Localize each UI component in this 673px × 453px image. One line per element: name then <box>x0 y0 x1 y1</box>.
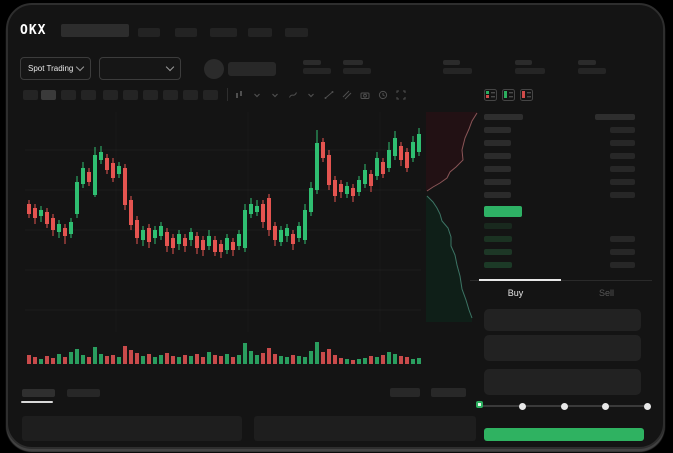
last-price-bar[interactable] <box>484 206 522 217</box>
history-icon[interactable] <box>378 90 388 100</box>
timeframe-button[interactable] <box>123 90 138 100</box>
orderbook-header-amount <box>595 114 635 120</box>
bid-row-amount <box>610 262 635 268</box>
chevron-down-icon <box>75 62 85 72</box>
timeframe-button[interactable] <box>203 90 218 100</box>
stat-group <box>515 60 545 74</box>
stat-group <box>303 60 331 74</box>
stat-value-placeholder <box>303 68 331 74</box>
bid-row-price[interactable] <box>484 249 512 255</box>
active-tab-indicator <box>479 279 561 281</box>
stat-value-placeholder <box>578 68 606 74</box>
slider-stop-3[interactable] <box>602 402 609 410</box>
order-form-field-2[interactable] <box>484 335 641 361</box>
chevron-down-icon[interactable] <box>270 90 280 100</box>
stat-label-placeholder <box>515 60 532 65</box>
bid-row-amount <box>610 249 635 255</box>
header-title-placeholder <box>61 24 129 37</box>
ask-row-amount <box>610 166 635 172</box>
timeframe-button[interactable] <box>61 90 76 100</box>
nav-item[interactable] <box>210 28 237 37</box>
stat-group <box>443 60 472 74</box>
candles-icon[interactable] <box>234 90 244 100</box>
parallel-channel-icon[interactable] <box>342 90 352 100</box>
slider-stop-0[interactable] <box>475 400 483 408</box>
ask-row-price[interactable] <box>484 192 511 198</box>
market-type-dropdown[interactable]: Spot Trading <box>20 57 91 80</box>
timeframe-button[interactable] <box>183 90 198 100</box>
bid-row-price[interactable] <box>484 236 512 242</box>
toolbar-divider <box>227 88 228 101</box>
coin-icon <box>204 59 224 79</box>
tab-buy[interactable]: Buy <box>507 287 524 298</box>
trend-line-icon[interactable] <box>324 90 334 100</box>
ask-row-amount <box>610 153 635 159</box>
timeframe-button[interactable] <box>23 90 38 100</box>
stat-value-placeholder <box>515 68 545 74</box>
pair-dropdown[interactable] <box>99 57 181 80</box>
okx-logo[interactable]: OKX <box>20 23 47 38</box>
bid-row-amount <box>610 236 635 242</box>
book-bids-icon[interactable] <box>502 88 515 101</box>
orderbook-header-price <box>484 114 523 120</box>
nav-item[interactable] <box>138 28 160 37</box>
ask-row-price[interactable] <box>484 140 511 146</box>
ask-row-price[interactable] <box>484 179 511 185</box>
pair-name-placeholder <box>228 62 276 76</box>
ask-row-price[interactable] <box>484 127 511 133</box>
ask-row-amount <box>610 179 635 185</box>
camera-icon[interactable] <box>360 90 370 100</box>
timeframe-button[interactable] <box>41 90 56 100</box>
ask-row-price[interactable] <box>484 166 511 172</box>
bottom-active-tab-indicator <box>21 401 53 403</box>
slider-stop-2[interactable] <box>560 402 568 410</box>
timeframe-button[interactable] <box>81 90 96 100</box>
indicator-icon[interactable] <box>288 90 298 100</box>
bottom-tab-history[interactable] <box>67 389 100 397</box>
chevron-down-icon[interactable] <box>306 90 316 100</box>
tab-sell[interactable]: Sell <box>598 287 614 298</box>
chevron-down-icon[interactable] <box>252 90 262 100</box>
bid-row-price[interactable] <box>484 262 512 268</box>
stat-value-placeholder <box>443 68 472 74</box>
tab-divider <box>470 280 652 281</box>
nav-item[interactable] <box>248 28 272 37</box>
book-asks-icon[interactable] <box>520 88 533 101</box>
ask-row-price[interactable] <box>484 153 511 159</box>
slider-stop-4[interactable] <box>643 402 651 410</box>
timeframe-button[interactable] <box>103 90 118 100</box>
bottom-tab-orders[interactable] <box>22 389 55 397</box>
timeframe-button[interactable] <box>143 90 158 100</box>
book-all-icon[interactable] <box>484 88 497 101</box>
bottom-action-button-2[interactable] <box>431 388 466 397</box>
stat-group <box>578 60 606 74</box>
market-type-label: Spot Trading <box>28 64 74 73</box>
chart-tools <box>234 87 406 102</box>
nav-item[interactable] <box>175 28 197 37</box>
order-form-field-3[interactable] <box>484 369 641 395</box>
orders-table-placeholder <box>22 416 242 441</box>
stat-label-placeholder <box>578 60 596 65</box>
stat-label-placeholder <box>343 60 363 65</box>
timeframe-button[interactable] <box>163 90 178 100</box>
stat-value-placeholder <box>343 68 371 74</box>
price-chart[interactable] <box>14 106 478 364</box>
order-form-field-1[interactable] <box>484 309 641 331</box>
bottom-action-button-1[interactable] <box>390 388 420 397</box>
orders-table-placeholder <box>254 416 476 441</box>
nav-item[interactable] <box>285 28 308 37</box>
slider-stop-1[interactable] <box>519 402 526 410</box>
stat-group <box>343 60 371 74</box>
ask-row-amount <box>610 192 635 198</box>
ask-row-amount <box>610 127 635 133</box>
fullscreen-icon[interactable] <box>396 90 406 100</box>
ask-row-amount <box>610 140 635 146</box>
buy-button[interactable] <box>484 428 644 441</box>
stat-label-placeholder <box>303 60 321 65</box>
bid-row-price[interactable] <box>484 223 512 229</box>
chevron-down-icon <box>165 62 175 72</box>
stat-label-placeholder <box>443 60 460 65</box>
